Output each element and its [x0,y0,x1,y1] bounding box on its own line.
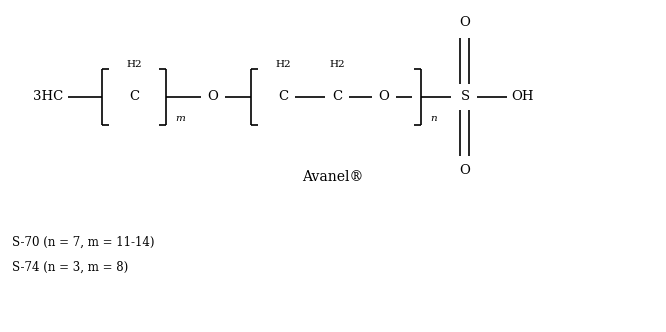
Text: C: C [278,91,288,104]
Text: S-74 (n = 3, m = 8): S-74 (n = 3, m = 8) [12,261,129,274]
Text: 3HC: 3HC [33,91,63,104]
Text: H2: H2 [275,60,291,69]
Text: S: S [460,91,470,104]
Text: C: C [129,91,139,104]
Text: S-70 (n = 7, m = 11-14): S-70 (n = 7, m = 11-14) [12,235,155,248]
Text: n: n [430,115,437,124]
Text: O: O [460,164,470,178]
Text: O: O [378,91,390,104]
Text: Avanel®: Avanel® [302,170,364,184]
Text: OH: OH [511,91,534,104]
Text: H2: H2 [126,60,142,69]
Text: O: O [208,91,218,104]
Text: C: C [332,91,342,104]
Text: m: m [175,115,185,124]
Text: H2: H2 [329,60,345,69]
Text: O: O [460,17,470,30]
